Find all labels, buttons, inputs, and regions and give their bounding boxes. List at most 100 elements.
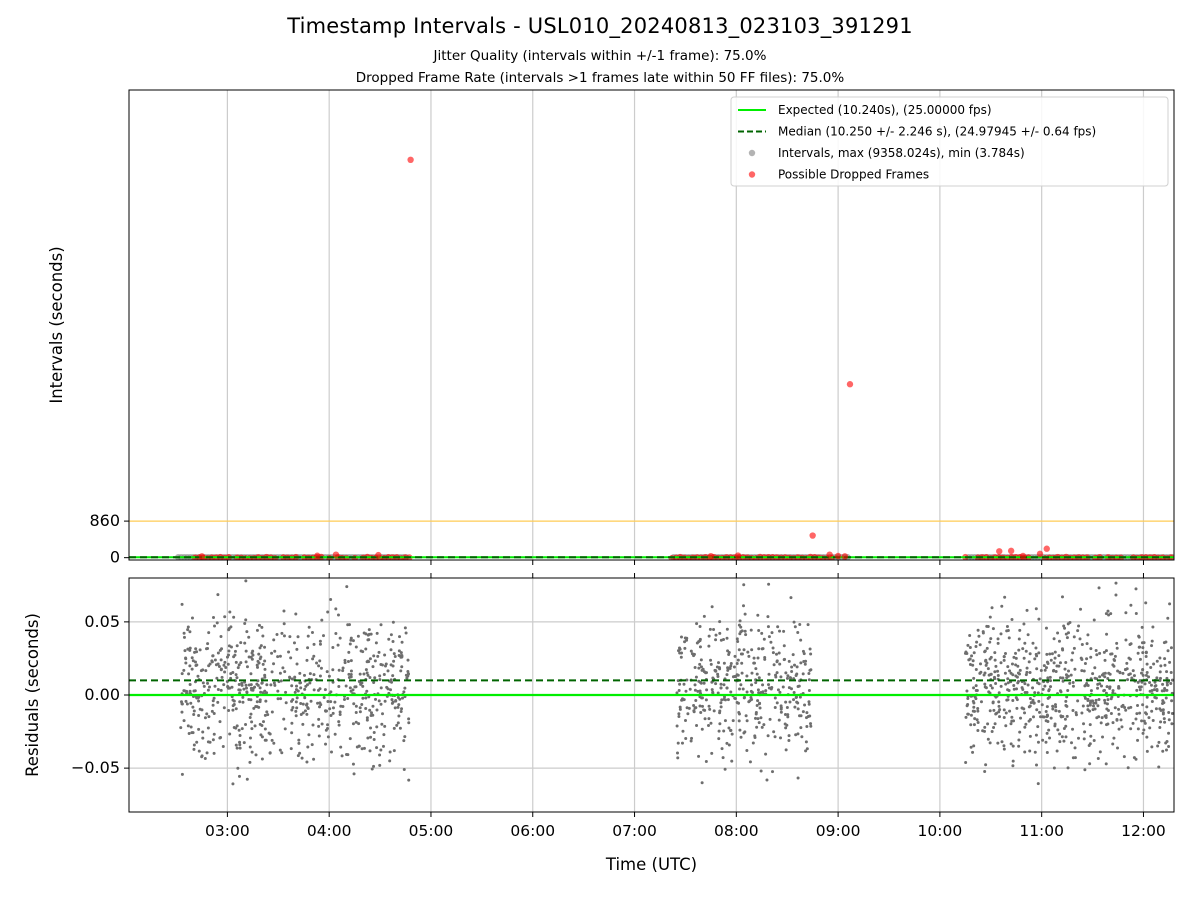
residual-point — [371, 665, 375, 669]
residual-point — [1144, 651, 1148, 655]
residual-point — [1096, 704, 1100, 708]
residual-point — [1057, 654, 1061, 658]
residual-point — [968, 663, 972, 667]
residual-point — [694, 698, 698, 702]
residual-point — [738, 632, 742, 636]
residual-point — [188, 664, 192, 668]
residual-point — [996, 741, 1000, 745]
residual-point — [801, 672, 805, 676]
residual-point — [767, 672, 771, 676]
residual-point — [1016, 664, 1020, 668]
residual-point — [290, 677, 294, 681]
residual-point — [261, 634, 265, 638]
residual-point — [1064, 673, 1068, 677]
residual-point — [270, 738, 274, 742]
residual-point — [1034, 607, 1038, 611]
residual-point — [697, 666, 701, 670]
residual-point — [248, 760, 252, 764]
residual-point — [351, 762, 355, 766]
residual-point — [237, 683, 241, 687]
residual-point — [1026, 683, 1030, 687]
residual-point — [1058, 740, 1062, 744]
residual-point — [239, 661, 243, 665]
residual-point — [770, 685, 774, 689]
residual-point — [290, 699, 294, 703]
residual-point — [1070, 658, 1074, 662]
residual-point — [189, 725, 193, 729]
residual-point — [304, 684, 308, 688]
residual-point — [369, 632, 373, 636]
residual-point — [987, 690, 991, 694]
residual-point — [268, 732, 272, 736]
residual-point — [278, 748, 282, 752]
residual-point — [319, 703, 323, 707]
residual-point — [685, 678, 689, 682]
residual-point — [306, 634, 310, 638]
residual-point — [293, 690, 297, 694]
residual-point — [245, 777, 249, 781]
residual-point — [965, 704, 969, 708]
residual-point — [321, 634, 325, 638]
residual-point — [1051, 707, 1055, 711]
residual-point — [993, 722, 997, 726]
residual-point — [308, 681, 312, 685]
residual-point — [295, 647, 299, 651]
residual-point — [1140, 671, 1144, 675]
residual-point — [375, 725, 379, 729]
residual-point — [297, 738, 301, 742]
residual-point — [1092, 738, 1096, 742]
residual-point — [974, 684, 978, 688]
residual-point — [272, 741, 276, 745]
residual-point — [991, 701, 995, 705]
residual-point — [346, 660, 350, 664]
residual-point — [730, 732, 734, 736]
residual-point — [275, 632, 279, 636]
residual-point — [1157, 740, 1161, 744]
residual-point — [1063, 667, 1067, 671]
residual-point — [974, 644, 978, 648]
residual-point — [716, 672, 720, 676]
residual-point — [978, 643, 982, 647]
residual-point — [757, 628, 761, 632]
residual-point — [1161, 699, 1165, 703]
residual-point — [1011, 764, 1015, 768]
residual-point — [773, 696, 777, 700]
residual-point — [290, 721, 294, 725]
residual-point — [1122, 755, 1126, 759]
residual-point — [718, 709, 722, 713]
residual-point — [807, 702, 811, 706]
residual-point — [195, 740, 199, 744]
residual-point — [1141, 668, 1145, 672]
residual-point — [1117, 712, 1121, 716]
residual-point — [399, 651, 403, 655]
residual-point — [804, 740, 808, 744]
residual-point — [1145, 749, 1149, 753]
residual-point — [699, 658, 703, 662]
residual-point — [1140, 719, 1144, 723]
residual-point — [217, 665, 221, 669]
residual-point — [718, 620, 722, 624]
residual-point — [1024, 722, 1028, 726]
residual-point — [1167, 718, 1171, 722]
residual-point — [1134, 587, 1138, 591]
residual-point — [1106, 708, 1110, 712]
residual-point — [354, 645, 358, 649]
residual-point — [704, 698, 708, 702]
residual-point — [692, 709, 696, 713]
residual-point — [180, 772, 184, 776]
residual-point — [775, 659, 779, 663]
residual-point — [276, 655, 280, 659]
dropped-frame-point — [707, 552, 715, 560]
residual-point — [698, 689, 702, 693]
residual-point — [764, 752, 768, 756]
residual-point — [233, 653, 237, 657]
residual-point — [1106, 676, 1110, 680]
residual-point — [290, 731, 294, 735]
residual-point — [225, 655, 229, 659]
residual-point — [709, 721, 713, 725]
residual-point — [284, 701, 288, 705]
residual-point — [360, 702, 364, 706]
residual-point — [735, 673, 739, 677]
residual-point — [1088, 723, 1092, 727]
residual-point — [996, 669, 1000, 673]
